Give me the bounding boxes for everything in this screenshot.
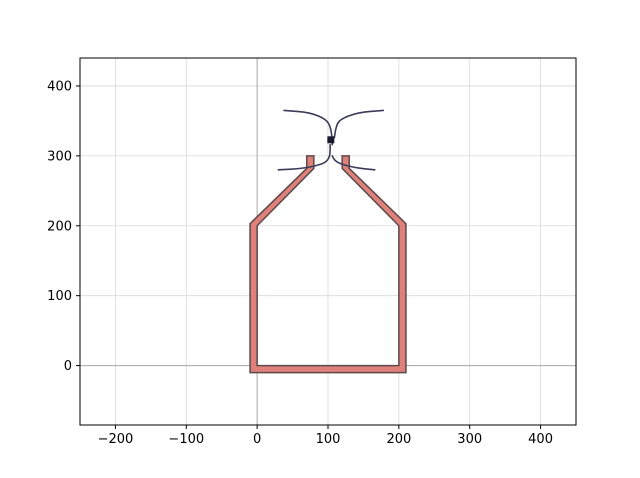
x-tick-label: 0 [253,432,261,447]
x-axis-ticks: −200 −100 0 100 200 300 400 [98,425,553,447]
x-tick-label: −100 [168,432,204,447]
y-tick-label: 400 [47,79,72,94]
x-tick-label: −200 [98,432,134,447]
y-tick-label: 300 [47,149,72,164]
x-tick-label: 200 [386,432,411,447]
shape-outline-polygon [249,155,407,374]
y-axis-ticks: 0 100 200 300 400 [47,79,80,374]
x-tick-label: 300 [457,432,482,447]
plot-series [249,109,407,374]
square-marker [327,136,335,144]
curve-line-4 [331,155,376,171]
curve-line-3 [277,143,331,171]
y-tick-label: 200 [47,219,72,234]
y-tick-label: 0 [64,359,72,374]
x-tick-label: 100 [316,432,341,447]
curve-line-1 [283,109,334,146]
y-tick-label: 100 [47,289,72,304]
curve-line-2 [333,109,385,139]
x-tick-label: 400 [528,432,553,447]
